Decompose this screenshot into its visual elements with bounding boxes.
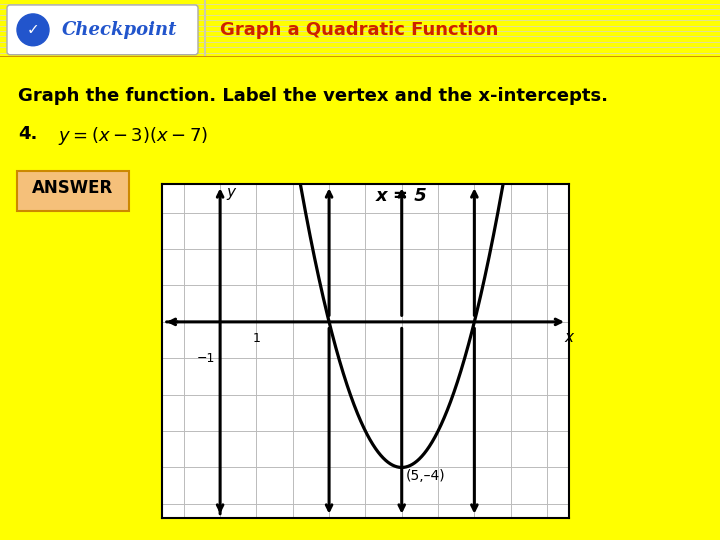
- Text: Graph the function. Label the vertex and the x-intercepts.: Graph the function. Label the vertex and…: [18, 87, 608, 105]
- Circle shape: [17, 14, 49, 46]
- FancyBboxPatch shape: [17, 171, 129, 211]
- Text: ✓: ✓: [27, 22, 40, 37]
- Text: x = 5: x = 5: [376, 187, 428, 205]
- Text: y: y: [227, 185, 235, 200]
- Text: Graph a Quadratic Function: Graph a Quadratic Function: [220, 21, 498, 39]
- Text: x: x: [564, 330, 573, 345]
- Text: 4.: 4.: [18, 125, 37, 143]
- Text: $y = (x - 3)(x - 7)$: $y = (x - 3)(x - 7)$: [58, 125, 208, 147]
- Text: 1: 1: [253, 332, 261, 345]
- FancyBboxPatch shape: [7, 5, 198, 55]
- Text: (5,–4): (5,–4): [406, 469, 446, 483]
- Text: Checkpoint: Checkpoint: [62, 21, 178, 39]
- Text: ANSWER: ANSWER: [32, 179, 114, 197]
- Text: −1: −1: [197, 352, 215, 365]
